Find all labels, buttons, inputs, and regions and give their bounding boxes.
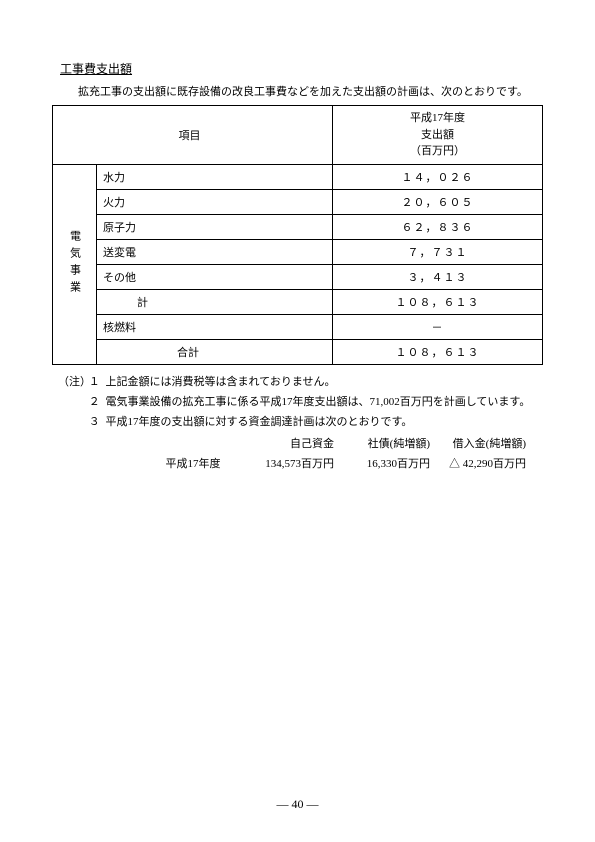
- expenditure-table: 項目 平成17年度 支出額 （百万円） 電気事業 水力 １４，０２６ 火力 ２０…: [52, 105, 543, 365]
- lead-text: 拡充工事の支出額に既存設備の改良工事費などを加えた支出額の計画は、次のとおりです…: [78, 83, 543, 99]
- note-text: 電気事業設備の拡充工事に係る平成17年度支出額は、71,002百万円を計画してい…: [106, 396, 531, 408]
- funding-table: 自己資金 社債(純増額) 借入金(純増額) 平成17年度 134,573百万円 …: [148, 435, 543, 471]
- funding-header-col: 自己資金: [238, 435, 334, 451]
- subtotal-value: １０８，６１３: [333, 289, 543, 314]
- section-title: 工事費支出額: [60, 60, 543, 77]
- note-number: ２: [89, 393, 103, 409]
- header-period: 平成17年度: [339, 110, 536, 127]
- funding-header-col: 借入金(純増額): [430, 435, 526, 451]
- funding-value: 134,573百万円: [238, 455, 334, 471]
- category-cell: 電気事業: [53, 164, 97, 364]
- funding-header-row: 自己資金 社債(純増額) 借入金(純増額): [148, 435, 543, 451]
- nuclear-fuel-value: －: [333, 314, 543, 339]
- funding-row-label: 平成17年度: [148, 455, 238, 471]
- note-line: ３ 平成17年度の支出額に対する資金調達計画は次のとおりです。: [58, 413, 543, 429]
- table-header-value: 平成17年度 支出額 （百万円）: [333, 106, 543, 165]
- note-text: 上記金額には消費税等は含まれておりません。: [106, 376, 336, 388]
- row-label: 原子力: [97, 214, 333, 239]
- note-line: （注） １ 上記金額には消費税等は含まれておりません。: [58, 373, 543, 389]
- total-value: １０８，６１３: [333, 339, 543, 364]
- subtotal-label: 計: [97, 289, 333, 314]
- page-number: ― 40 ―: [0, 797, 595, 812]
- note-number: ３: [89, 413, 103, 429]
- note-line: ２ 電気事業設備の拡充工事に係る平成17年度支出額は、71,002百万円を計画し…: [58, 393, 543, 409]
- note-text: 平成17年度の支出額に対する資金調達計画は次のとおりです。: [106, 416, 413, 428]
- funding-value: △ 42,290百万円: [430, 455, 526, 471]
- note-prefix: （注）: [58, 373, 86, 389]
- row-label: 送変電: [97, 239, 333, 264]
- row-value: １４，０２６: [333, 164, 543, 189]
- category-label: 電気事業: [67, 230, 83, 298]
- notes-block: （注） １ 上記金額には消費税等は含まれておりません。 ２ 電気事業設備の拡充工…: [58, 373, 543, 471]
- row-value: ６２，８３６: [333, 214, 543, 239]
- note-number: １: [89, 373, 103, 389]
- header-amount: 支出額: [339, 127, 536, 144]
- table-header-item: 項目: [53, 106, 333, 165]
- header-unit: （百万円）: [339, 143, 536, 160]
- row-label: その他: [97, 264, 333, 289]
- funding-header-spacer: [148, 435, 238, 451]
- nuclear-fuel-label: 核燃料: [97, 314, 333, 339]
- funding-data-row: 平成17年度 134,573百万円 16,330百万円 △ 42,290百万円: [148, 455, 543, 471]
- total-label: 合計: [97, 339, 333, 364]
- row-value: ７，７３１: [333, 239, 543, 264]
- funding-header-col: 社債(純増額): [334, 435, 430, 451]
- row-value: ２０，６０５: [333, 189, 543, 214]
- row-label: 水力: [97, 164, 333, 189]
- row-value: ３，４１３: [333, 264, 543, 289]
- row-label: 火力: [97, 189, 333, 214]
- funding-value: 16,330百万円: [334, 455, 430, 471]
